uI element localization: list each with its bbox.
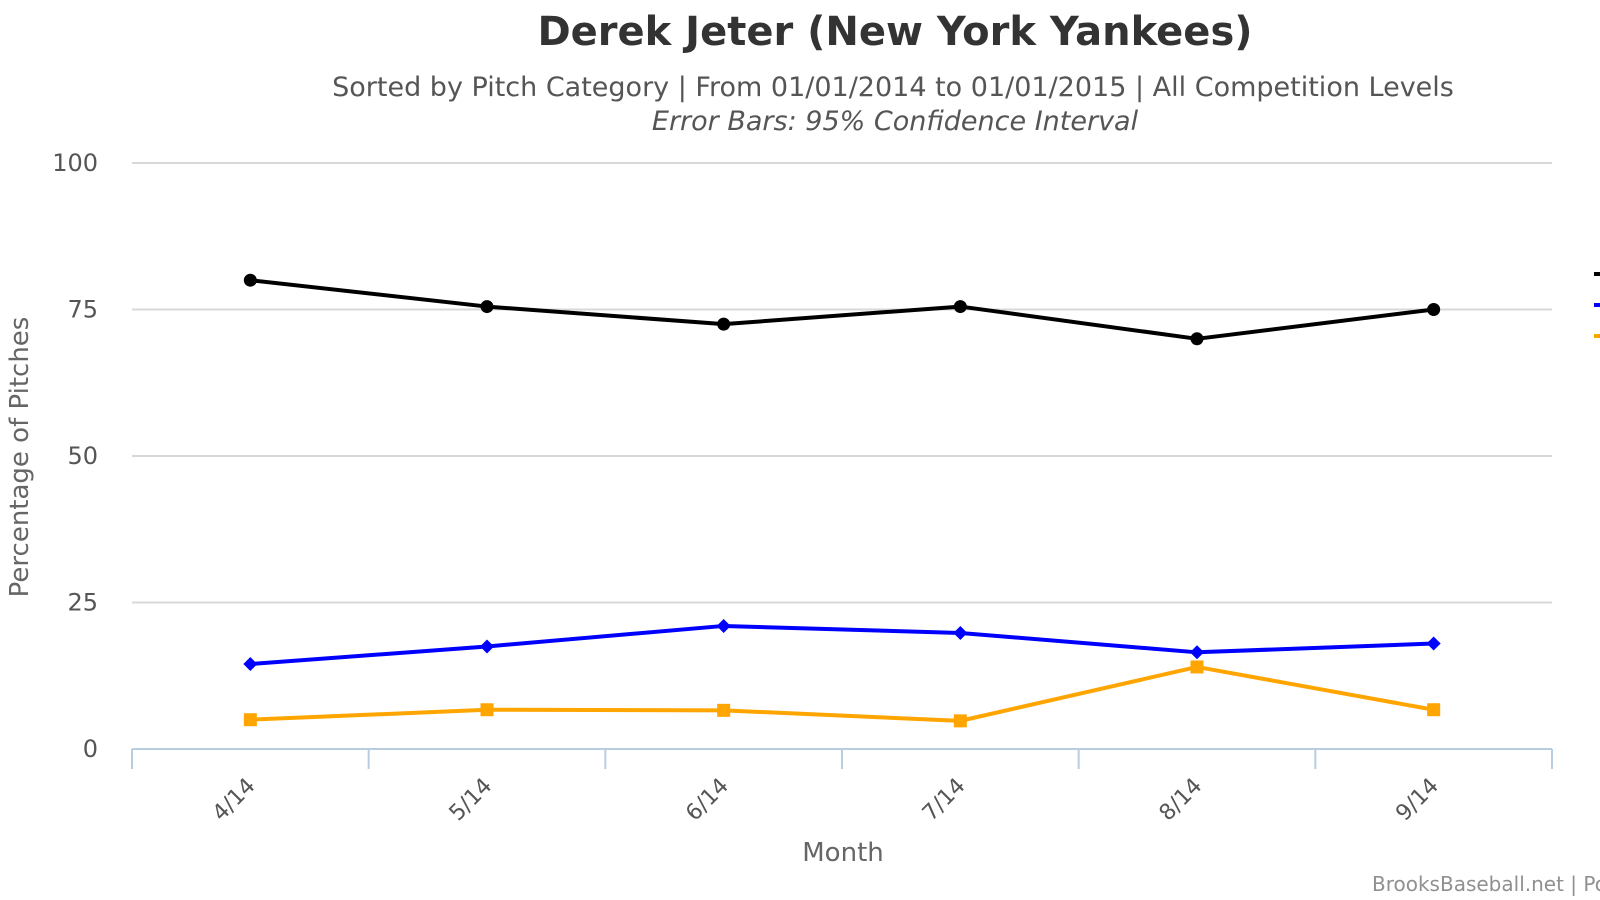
- x-tick-label: 4/14: [208, 774, 261, 827]
- series-2-point: [243, 713, 257, 727]
- x-tick-label: 5/14: [445, 774, 498, 827]
- chart-title: Derek Jeter (New York Yankees): [537, 9, 1252, 55]
- series-0-point: [1190, 332, 1204, 346]
- series-2-point: [953, 714, 967, 728]
- series-line-2: [250, 664, 1435, 723]
- chart-note: Error Bars: 95% Confidence Interval: [652, 106, 1139, 137]
- x-tick-label: 9/14: [1391, 774, 1444, 827]
- series-0-point: [953, 300, 967, 314]
- series-1-point: [1190, 645, 1204, 660]
- series-1-point: [243, 657, 258, 672]
- legend: [1594, 272, 1600, 338]
- series-1-point: [953, 625, 968, 640]
- series-1-point: [480, 639, 494, 654]
- y-axis-title: Percentage of Pitches: [5, 317, 35, 598]
- y-tick-label: 50: [67, 442, 98, 470]
- series-line-1: [250, 623, 1434, 667]
- series-1-point: [1426, 636, 1441, 651]
- series-2-point: [717, 703, 731, 717]
- y-axis-tick-labels: 0 25 50 75 100: [52, 149, 98, 763]
- series-1-point: [716, 618, 731, 633]
- x-axis: 4/14 5/14 6/14 7/14 8/14 9/14: [131, 748, 1553, 827]
- x-tick-label: 6/14: [681, 774, 734, 827]
- y-tick-label: 0: [83, 735, 98, 763]
- series-2-point: [480, 703, 494, 717]
- series-0-point: [1427, 303, 1441, 316]
- series-2-point: [1190, 660, 1204, 674]
- series-2-point: [1427, 703, 1441, 717]
- y-tick-label: 25: [67, 589, 98, 617]
- series-0-point: [480, 300, 494, 314]
- x-tick-label: 8/14: [1155, 774, 1208, 827]
- x-tick-label: 7/14: [918, 774, 971, 827]
- grid-lines: [132, 162, 1552, 604]
- series-0-point: [717, 317, 731, 331]
- series-line-0: [250, 278, 1434, 341]
- chart-subtitle: Sorted by Pitch Category | From 01/01/20…: [332, 72, 1454, 103]
- series-0-point: [243, 273, 257, 287]
- x-axis-title: Month: [802, 838, 884, 868]
- y-tick-label: 75: [67, 296, 98, 324]
- credit-text: BrooksBaseball.net | Po: [1372, 872, 1600, 896]
- y-tick-label: 100: [52, 149, 98, 177]
- series-group: [243, 273, 1441, 728]
